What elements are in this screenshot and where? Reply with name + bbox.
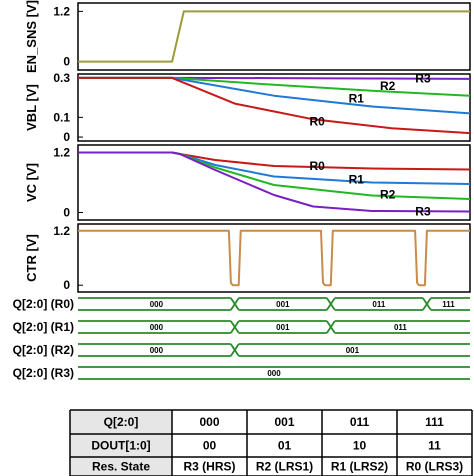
y-axis-label-0: EN_SNS [V] <box>24 0 39 73</box>
series-label-1-1: R2 <box>380 79 396 93</box>
bus-segment-2-1 <box>238 343 470 357</box>
bus-value-0-1: 001 <box>276 300 290 309</box>
series-line-1-3 <box>78 76 471 135</box>
series-label-1-0: R3 <box>415 72 431 86</box>
table-cell-1-2: 01 <box>278 439 292 453</box>
table-cell-2-2: R2 (LRS1) <box>256 460 313 474</box>
y-tick-label-2-0: 1.2 <box>53 146 70 160</box>
y-tick-label-3-1: 0 <box>63 278 70 292</box>
bus-transition-0-3 <box>422 297 432 311</box>
bus-value-2-0: 000 <box>150 346 164 355</box>
bus-value-0-3: 111 <box>442 300 455 309</box>
bus-row-label-2: Q[2:0] (R2) <box>13 343 74 357</box>
table-cell-0-1: 000 <box>199 415 219 429</box>
bus-value-1-2: 011 <box>394 323 407 332</box>
table-cell-1-0: DOUT[1:0] <box>91 439 150 453</box>
y-tick-label-0-1: 0 <box>63 55 70 69</box>
bus-value-3-0: 000 <box>267 369 281 378</box>
series-label-2-2: R2 <box>380 188 396 202</box>
table-cell-1-1: 00 <box>203 439 217 453</box>
y-axis-label-1: VBL [V] <box>24 84 39 131</box>
table-cell-0-0: Q[2:0] <box>104 415 139 429</box>
bus-transition-0-2 <box>326 297 336 311</box>
bus-value-0-0: 000 <box>150 300 164 309</box>
table-cell-2-1: R3 (HRS) <box>183 460 235 474</box>
series-label-1-3: R0 <box>309 114 325 128</box>
bus-transition-1-1 <box>230 320 240 334</box>
bus-row-label-3: Q[2:0] (R3) <box>13 366 74 380</box>
table-cell-2-4: R0 (LRS3) <box>406 460 463 474</box>
bus-segment-1-2 <box>334 320 470 334</box>
plot-frame-3 <box>77 223 471 293</box>
y-tick-label-1-1: 0.1 <box>53 110 70 124</box>
table-cell-2-3: R1 (LRS2) <box>331 460 388 474</box>
y-tick-label-1-0: 0.3 <box>53 71 70 85</box>
y-tick-label-3-0: 1.2 <box>53 224 70 238</box>
series-label-2-0: R0 <box>309 159 325 173</box>
series-line-2-3 <box>78 151 471 213</box>
bus-segment-0-2 <box>334 297 423 311</box>
table-cell-0-4: 111 <box>425 415 444 429</box>
series-label-2-3: R3 <box>415 205 431 219</box>
series-label-2-1: R1 <box>349 173 365 187</box>
table-cell-1-3: 10 <box>353 439 367 453</box>
bus-segment-0-0 <box>78 297 231 311</box>
table-header-fill <box>70 410 172 476</box>
bus-value-0-2: 011 <box>372 300 385 309</box>
bus-transition-1-2 <box>326 320 336 334</box>
bus-segment-1-0 <box>78 320 231 334</box>
series-line-3-0 <box>78 229 470 287</box>
bus-transition-2-1 <box>230 343 240 357</box>
y-axis-label-2: VC [V] <box>24 163 39 202</box>
y-axis-label-3: CTR [V] <box>24 234 39 282</box>
bus-row-label-0: Q[2:0] (R0) <box>13 297 74 311</box>
table-cell-0-3: 011 <box>350 415 370 429</box>
bus-segment-2-0 <box>78 343 231 357</box>
bus-value-1-1: 001 <box>276 323 290 332</box>
bus-value-2-1: 001 <box>346 346 360 355</box>
bus-segment-0-1 <box>238 297 327 311</box>
bus-value-1-0: 000 <box>150 323 164 332</box>
series-label-1-2: R1 <box>349 92 365 106</box>
plot-frame-0 <box>77 2 471 71</box>
y-tick-label-1-2: 0 <box>63 130 70 144</box>
table-cell-2-0: Res. State <box>92 460 150 474</box>
bus-transition-0-1 <box>230 297 240 311</box>
bus-segment-0-3 <box>430 297 470 311</box>
table-cell-1-4: 11 <box>428 439 441 453</box>
bus-segment-1-1 <box>238 320 327 334</box>
y-tick-label-0-0: 1.2 <box>53 4 70 18</box>
series-line-0-0 <box>78 10 470 63</box>
y-tick-label-2-1: 0 <box>63 206 70 220</box>
bus-row-label-1: Q[2:0] (R1) <box>13 320 74 334</box>
bus-segment-3-0 <box>78 366 470 380</box>
table-cell-0-2: 001 <box>274 415 294 429</box>
